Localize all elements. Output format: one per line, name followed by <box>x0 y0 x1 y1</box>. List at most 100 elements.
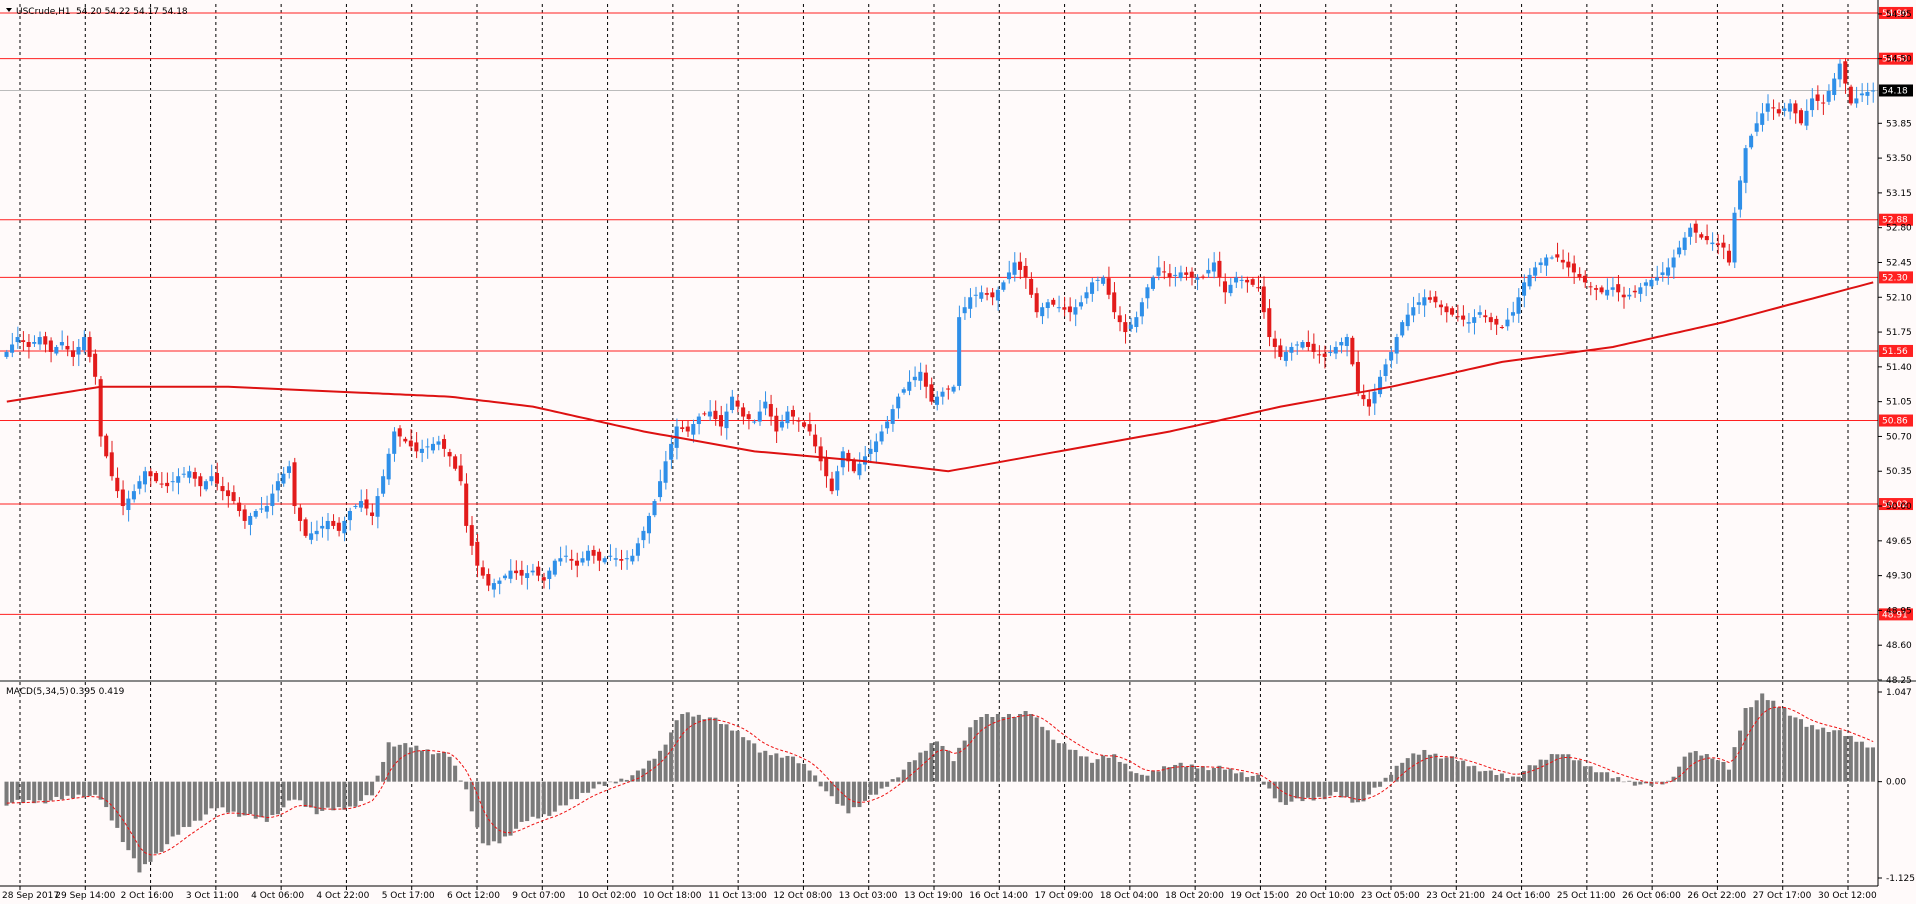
macd-bar <box>995 714 1000 782</box>
macd-bar <box>1499 773 1504 782</box>
macd-bar <box>752 743 757 782</box>
macd-bar <box>962 740 967 782</box>
candle-body <box>1461 315 1466 320</box>
macd-bar <box>1738 730 1743 782</box>
macd-bar <box>1638 781 1643 785</box>
candle-body <box>397 428 402 437</box>
candle-body <box>120 489 125 507</box>
candle-body <box>1051 299 1056 305</box>
macd-bar <box>1328 781 1333 796</box>
candle-body <box>203 481 208 490</box>
macd-bar <box>1843 736 1848 782</box>
candle-body <box>1804 110 1809 126</box>
macd-bar <box>486 781 491 846</box>
macd-bar <box>381 761 386 782</box>
time-tick-label: 10 Oct 02:00 <box>578 891 637 901</box>
macd-bar <box>375 775 380 782</box>
candle-body <box>1582 275 1587 283</box>
macd-bar <box>1477 771 1482 782</box>
candle-body <box>1754 123 1759 132</box>
macd-bar <box>1361 781 1366 802</box>
candle-body <box>896 396 901 409</box>
macd-bar <box>563 781 568 806</box>
macd-bar <box>1488 770 1493 782</box>
macd-bar <box>968 727 973 782</box>
candle-body <box>475 541 480 566</box>
candle-body <box>364 499 369 509</box>
candle-body <box>1372 391 1377 404</box>
candle-body <box>541 577 546 581</box>
price-level-label: 54.96 <box>1882 9 1908 19</box>
candle-body <box>1045 302 1050 309</box>
macd-bar <box>1859 741 1864 782</box>
candle-body <box>1078 302 1083 307</box>
candle-body <box>1090 282 1095 294</box>
macd-bar <box>115 781 120 828</box>
dropdown-triangle-icon[interactable] <box>6 8 12 12</box>
candle-body <box>1577 274 1582 278</box>
candle-body <box>979 292 984 299</box>
candle-body <box>1234 277 1239 283</box>
macd-bar <box>1721 761 1726 782</box>
macd-bar <box>1300 781 1305 802</box>
candle-body <box>1366 399 1371 407</box>
candle-body <box>1034 293 1039 313</box>
price-tick-label: 51.05 <box>1886 398 1912 408</box>
candle-body <box>724 411 729 429</box>
candle-body <box>1621 294 1626 298</box>
candle-body <box>1749 135 1754 148</box>
candle-body <box>658 481 663 498</box>
candle-body <box>890 409 895 424</box>
macd-bar <box>663 744 668 782</box>
candle-body <box>1239 279 1244 281</box>
price-tick-label: 52.45 <box>1886 258 1912 268</box>
macd-bar <box>59 781 64 800</box>
time-tick-label: 10 Oct 18:00 <box>643 891 702 901</box>
candle-body <box>857 463 862 476</box>
macd-bar <box>1422 749 1427 782</box>
macd-bar <box>718 723 723 782</box>
price-tick-label: 53.50 <box>1886 154 1912 164</box>
macd-bar <box>514 781 519 829</box>
candle-body <box>497 580 502 584</box>
candle-body <box>93 353 98 377</box>
macd-bar <box>425 749 430 782</box>
candle-body <box>275 481 280 491</box>
candle-body <box>231 492 236 502</box>
macd-bar <box>1671 776 1676 782</box>
candle-body <box>1810 98 1815 111</box>
price-tick-label: 48.95 <box>1886 606 1912 616</box>
macd-bar <box>76 781 81 795</box>
price-level-tag <box>1879 414 1913 427</box>
macd-bar <box>547 781 552 816</box>
candle-body <box>237 502 242 511</box>
candle-body <box>253 511 258 517</box>
macd-bar <box>735 730 740 782</box>
candle-body <box>1150 277 1155 289</box>
macd-bar <box>1632 781 1637 786</box>
macd-bar <box>1588 766 1593 782</box>
macd-bar <box>1045 730 1050 782</box>
candle-body <box>419 448 424 453</box>
macd-bar <box>1134 773 1139 782</box>
candle-body <box>1477 312 1482 315</box>
candle-body <box>1438 304 1443 308</box>
macd-bar <box>192 781 197 821</box>
candle-body <box>131 491 136 500</box>
candle-body <box>1162 271 1167 273</box>
candle-body <box>1173 274 1178 276</box>
price-level-tag <box>1879 498 1913 511</box>
candle-body <box>1073 307 1078 315</box>
macd-bar <box>901 769 906 782</box>
macd-bar <box>1438 758 1443 782</box>
candle-body <box>70 350 75 357</box>
candle-body <box>98 379 103 437</box>
macd-bar <box>1560 754 1565 782</box>
candle-body <box>281 473 286 484</box>
macd-bar <box>1366 781 1371 795</box>
macd-bar <box>203 781 208 815</box>
candle-body <box>1294 344 1299 346</box>
macd-bar <box>624 779 629 782</box>
macd-bar <box>1682 756 1687 782</box>
candle-body <box>1433 296 1438 303</box>
